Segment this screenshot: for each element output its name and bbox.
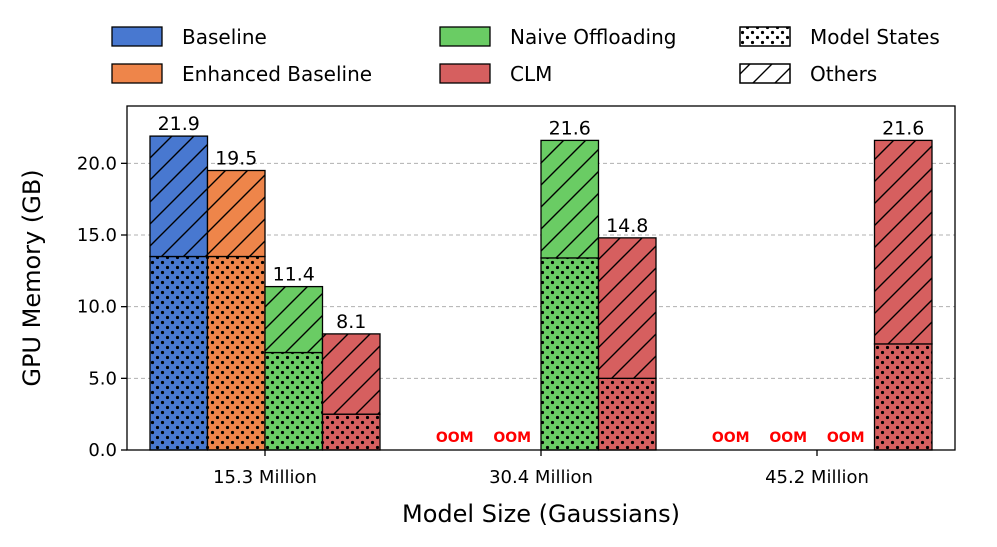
legend-pattern-others [739, 63, 791, 84]
y-tick-label-15-0: 15.0 [77, 225, 117, 246]
bar-model-states-pattern-naive-offloading-15-3-million [264, 351, 324, 451]
legend-label-enhanced-baseline: Enhanced Baseline [182, 62, 372, 86]
x-axis-title: Model Size (Gaussians) [402, 500, 680, 528]
bars: 21.9 19.5 11.4 8.1 OOM OOM 21.6 14.8 OOM OOM OOM 21… [149, 113, 933, 451]
data-label-clm-15-3-million: 8.1 [336, 311, 366, 333]
bar-others-pattern-clm-45-2-million [873, 139, 933, 345]
oom-label-enhanced-baseline-45-2-million: OOM [769, 430, 807, 446]
y-axis-title: GPU Memory (GB) [18, 169, 46, 386]
y-tick-label-20-0: 20.0 [77, 153, 117, 174]
bar-others-pattern-clm-15-3-million [321, 333, 381, 415]
oom-label-baseline-45-2-million: OOM [712, 430, 750, 446]
data-label-enhanced-baseline-15-3-million: 19.5 [215, 148, 257, 170]
legend: Baseline Enhanced Baseline Naive Offload… [111, 25, 940, 86]
legend-label-clm: CLM [510, 62, 552, 86]
oom-label-naive-offloading-45-2-million: OOM [827, 430, 865, 446]
bar-model-states-pattern-clm-15-3-million [321, 413, 381, 451]
legend-pattern-model-states [739, 26, 791, 47]
bar-model-states-pattern-enhanced-baseline-15-3-million [206, 255, 266, 451]
data-label-clm-45-2-million: 21.6 [882, 117, 924, 139]
bar-others-pattern-clm-30-4-million [597, 237, 657, 379]
oom-label-baseline-30-4-million: OOM [436, 430, 474, 446]
y-axis: 0.0 5.0 10.0 15.0 20.0 [77, 153, 127, 461]
bar-model-states-pattern-baseline-15-3-million [149, 255, 209, 451]
data-label-clm-30-4-million: 14.8 [606, 215, 648, 237]
legend-item-others: Others [739, 62, 877, 86]
legend-label-others: Others [810, 62, 877, 86]
bar-model-states-pattern-clm-45-2-million [873, 343, 933, 451]
bar-model-states-pattern-clm-30-4-million [597, 377, 657, 451]
legend-swatch-clm [439, 63, 491, 84]
bar-others-pattern-naive-offloading-30-4-million [540, 139, 600, 259]
y-tick-label-0-0: 0.0 [88, 440, 117, 461]
legend-item-baseline: Baseline [111, 25, 267, 49]
bar-model-states-pattern-naive-offloading-30-4-million [540, 257, 600, 451]
legend-label-naive-offloading: Naive Offloading [510, 25, 676, 49]
data-label-baseline-15-3-million: 21.9 [158, 113, 200, 135]
bar-others-pattern-baseline-15-3-million [149, 135, 209, 258]
bar-others-pattern-naive-offloading-15-3-million [264, 285, 324, 354]
legend-item-enhanced-baseline: Enhanced Baseline [111, 62, 372, 86]
bar-others-pattern-enhanced-baseline-15-3-million [206, 169, 266, 258]
legend-swatch-naive-offloading [439, 26, 491, 47]
data-label-naive-offloading-30-4-million: 21.6 [549, 117, 591, 139]
legend-item-clm: CLM [439, 62, 552, 86]
legend-item-naive-offloading: Naive Offloading [439, 25, 676, 49]
x-tick-label-30-4-million: 30.4 Million [489, 467, 593, 488]
legend-label-model-states: Model States [810, 25, 940, 49]
data-label-naive-offloading-15-3-million: 11.4 [273, 264, 315, 286]
x-axis: 15.3 Million 30.4 Million 45.2 Million [213, 450, 869, 488]
x-tick-label-15-3-million: 15.3 Million [213, 467, 317, 488]
x-tick-label-45-2-million: 45.2 Million [765, 467, 869, 488]
legend-label-baseline: Baseline [182, 25, 267, 49]
legend-swatch-enhanced-baseline [111, 63, 163, 84]
legend-item-model-states: Model States [739, 25, 940, 49]
oom-label-enhanced-baseline-30-4-million: OOM [493, 430, 531, 446]
y-tick-label-5-0: 5.0 [88, 368, 117, 389]
legend-swatch-baseline [111, 26, 163, 47]
y-tick-label-10-0: 10.0 [77, 297, 117, 318]
